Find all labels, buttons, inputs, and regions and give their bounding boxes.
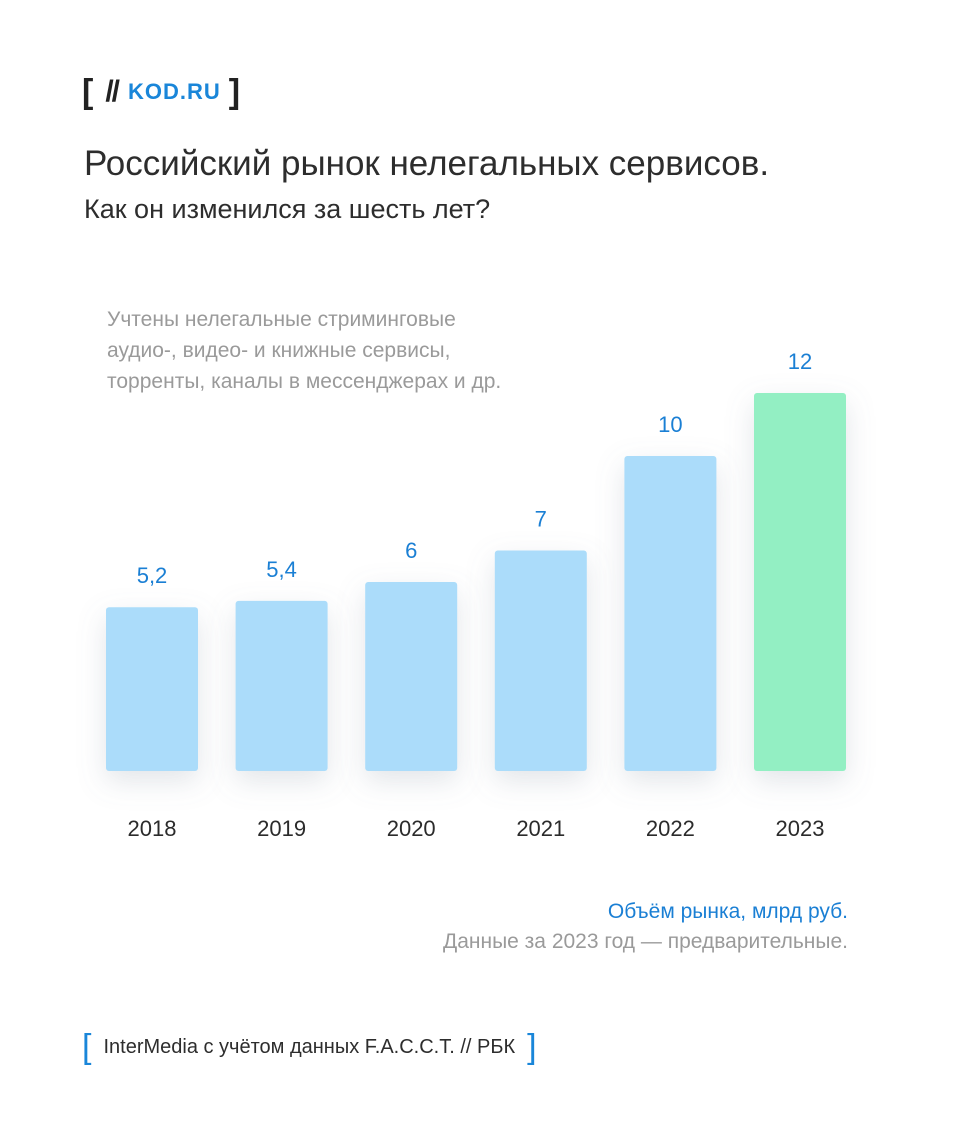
source-credit: [ InterMedia с учётом данных F.A.C.C.T. … <box>82 1028 537 1066</box>
bar-value-label: 5,4 <box>266 557 297 582</box>
bar-2022 <box>624 456 717 771</box>
logo-slashes: // <box>105 75 120 108</box>
chart-note-line: аудио-, видео- и книжные сервисы, <box>107 339 451 362</box>
source-bracket-left: [ <box>82 1028 92 1066</box>
bar-2019 <box>235 600 328 771</box>
x-tick-label: 2023 <box>776 816 825 841</box>
x-tick-label: 2021 <box>516 816 565 841</box>
source-text: InterMedia с учётом данных F.A.C.C.T. //… <box>103 1035 516 1058</box>
chart-disclaimer: Данные за 2023 год — предварительные. <box>442 930 848 953</box>
logo-bracket-left: [ <box>82 73 94 111</box>
page-title: Российский рынок нелегальных сервисов. <box>84 144 770 183</box>
chart-note-line: Учтены нелегальные стриминговые <box>107 308 456 331</box>
bar-2020 <box>365 582 458 771</box>
bar-value-label: 6 <box>405 538 417 563</box>
x-tick-label: 2019 <box>257 816 306 841</box>
logo: [ // KOD.RU ] <box>82 74 240 110</box>
bar-2021 <box>494 550 587 771</box>
logo-brand: KOD.RU <box>128 79 221 104</box>
bar-value-label: 7 <box>535 507 547 532</box>
chart-note-line: торренты, каналы в мессенджерах и др. <box>107 370 502 393</box>
bar-value-label: 12 <box>788 349 812 374</box>
chart-note: Учтены нелегальные стриминговые аудио-, … <box>107 304 627 397</box>
x-tick-label: 2022 <box>646 816 695 841</box>
x-tick-label: 2020 <box>387 816 436 841</box>
page-subtitle: Как он изменился за шесть лет? <box>84 194 491 224</box>
x-tick-label: 2018 <box>128 816 177 841</box>
source-bracket-right: ] <box>527 1028 537 1066</box>
logo-bracket-right: ] <box>228 73 241 111</box>
bar-2018 <box>106 607 198 771</box>
chart-unit-label: Объём рынка, млрд руб. <box>607 900 848 923</box>
bar-value-label: 5,2 <box>137 563 168 588</box>
bar-value-label: 10 <box>658 412 682 437</box>
bar-2023 <box>754 393 846 771</box>
